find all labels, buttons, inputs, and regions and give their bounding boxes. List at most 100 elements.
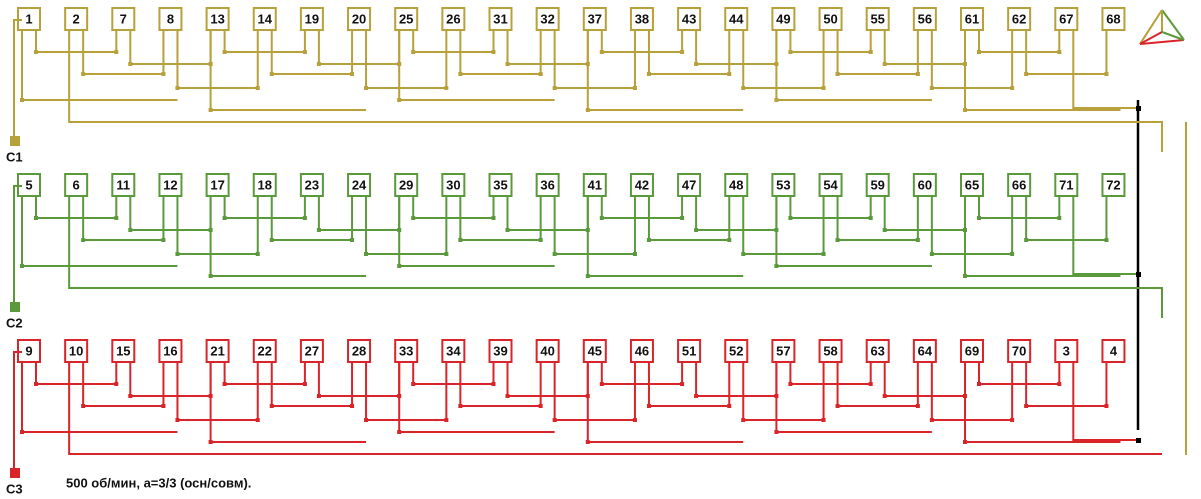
junction bbox=[458, 238, 463, 242]
slot-label: 39 bbox=[493, 343, 507, 358]
junction bbox=[585, 108, 590, 112]
slot-box bbox=[1054, 339, 1079, 363]
slot-box bbox=[582, 7, 607, 31]
caption: 500 об/мин, a=3/3 (осн/совм). bbox=[66, 475, 251, 490]
slot-box bbox=[677, 173, 702, 197]
junction bbox=[491, 216, 496, 220]
junction bbox=[915, 404, 920, 408]
slot-label: 71 bbox=[1059, 177, 1073, 192]
junction bbox=[255, 252, 260, 256]
slot-box bbox=[299, 173, 324, 197]
terminal-label: C3 bbox=[6, 481, 23, 496]
junction bbox=[128, 228, 133, 232]
coil-connection bbox=[789, 30, 872, 53]
slot-label: 11 bbox=[116, 177, 130, 192]
slot-label: 30 bbox=[446, 177, 460, 192]
slot-label: 7 bbox=[120, 11, 127, 26]
slot-label: 27 bbox=[305, 343, 319, 358]
coil-connection bbox=[978, 30, 1061, 53]
slot-label: 23 bbox=[305, 177, 319, 192]
coil-connection bbox=[695, 30, 778, 65]
terminal bbox=[10, 302, 20, 312]
phase-bus bbox=[68, 196, 1163, 318]
coil-connection bbox=[317, 30, 401, 65]
feeder bbox=[964, 196, 1121, 277]
junction bbox=[882, 228, 887, 232]
junction bbox=[632, 252, 637, 256]
slot-label: 48 bbox=[729, 177, 743, 192]
junction bbox=[458, 72, 463, 76]
slot-label: 28 bbox=[352, 343, 366, 358]
junction bbox=[364, 418, 369, 422]
junction bbox=[741, 86, 746, 90]
junction bbox=[727, 404, 732, 408]
slot-box bbox=[582, 173, 607, 197]
junction bbox=[175, 86, 180, 90]
junction bbox=[774, 430, 779, 434]
terminal bbox=[10, 468, 20, 478]
junction bbox=[882, 394, 887, 398]
slot-box bbox=[818, 339, 843, 363]
feeder bbox=[209, 30, 367, 111]
coil-connection bbox=[365, 30, 448, 89]
coil-connection bbox=[647, 196, 731, 241]
junction bbox=[977, 50, 981, 54]
junction bbox=[1010, 86, 1015, 90]
junction bbox=[411, 216, 416, 220]
slot-label: 57 bbox=[776, 343, 790, 358]
junction bbox=[694, 394, 699, 398]
slot-label: 24 bbox=[352, 177, 367, 192]
phase-icon bbox=[1139, 9, 1185, 45]
coil-connection bbox=[600, 362, 684, 385]
coil-connection bbox=[129, 196, 212, 231]
slot-label: 67 bbox=[1059, 11, 1073, 26]
slot-box bbox=[111, 173, 136, 197]
junction bbox=[821, 418, 826, 422]
coil-connection bbox=[270, 362, 354, 407]
slot-box bbox=[629, 7, 654, 31]
coil-connection bbox=[176, 30, 259, 89]
slot-label: 21 bbox=[210, 343, 224, 358]
junction bbox=[397, 264, 402, 268]
junction bbox=[302, 382, 307, 386]
junction bbox=[161, 404, 166, 408]
junction bbox=[1024, 238, 1029, 242]
slot-box bbox=[724, 173, 749, 197]
coil-connection bbox=[930, 362, 1014, 421]
slot-box bbox=[488, 339, 513, 363]
slot-box bbox=[771, 173, 796, 197]
slot-label: 70 bbox=[1012, 343, 1026, 358]
junction bbox=[1136, 106, 1141, 111]
feeder bbox=[964, 362, 1121, 443]
coil-connection bbox=[978, 196, 1061, 219]
slot-label: 9 bbox=[25, 343, 32, 358]
coil-connection bbox=[553, 196, 636, 255]
slot-box bbox=[394, 173, 419, 197]
junction bbox=[788, 50, 793, 54]
junction bbox=[316, 62, 321, 66]
slot-label: 51 bbox=[682, 343, 696, 358]
junction bbox=[599, 50, 604, 54]
feeder bbox=[209, 362, 367, 443]
slot-box bbox=[347, 7, 372, 31]
terminal-label: C2 bbox=[6, 315, 23, 330]
coil-connection bbox=[35, 362, 118, 385]
junction bbox=[161, 238, 166, 242]
coil-connection bbox=[553, 362, 636, 421]
slot-box bbox=[677, 339, 702, 363]
junction bbox=[788, 382, 793, 386]
junction bbox=[128, 62, 133, 66]
junction bbox=[552, 418, 557, 422]
coil-connection bbox=[459, 196, 542, 241]
junction bbox=[114, 382, 119, 386]
slot-label: 2 bbox=[73, 11, 80, 26]
junction bbox=[963, 274, 967, 278]
coil-connection bbox=[82, 196, 165, 241]
junction bbox=[680, 382, 685, 386]
coil-connection bbox=[270, 30, 354, 75]
slot-box bbox=[629, 339, 654, 363]
coil-connection bbox=[412, 362, 495, 385]
junction bbox=[915, 238, 920, 242]
junction bbox=[34, 50, 38, 54]
slot-box bbox=[111, 339, 136, 363]
